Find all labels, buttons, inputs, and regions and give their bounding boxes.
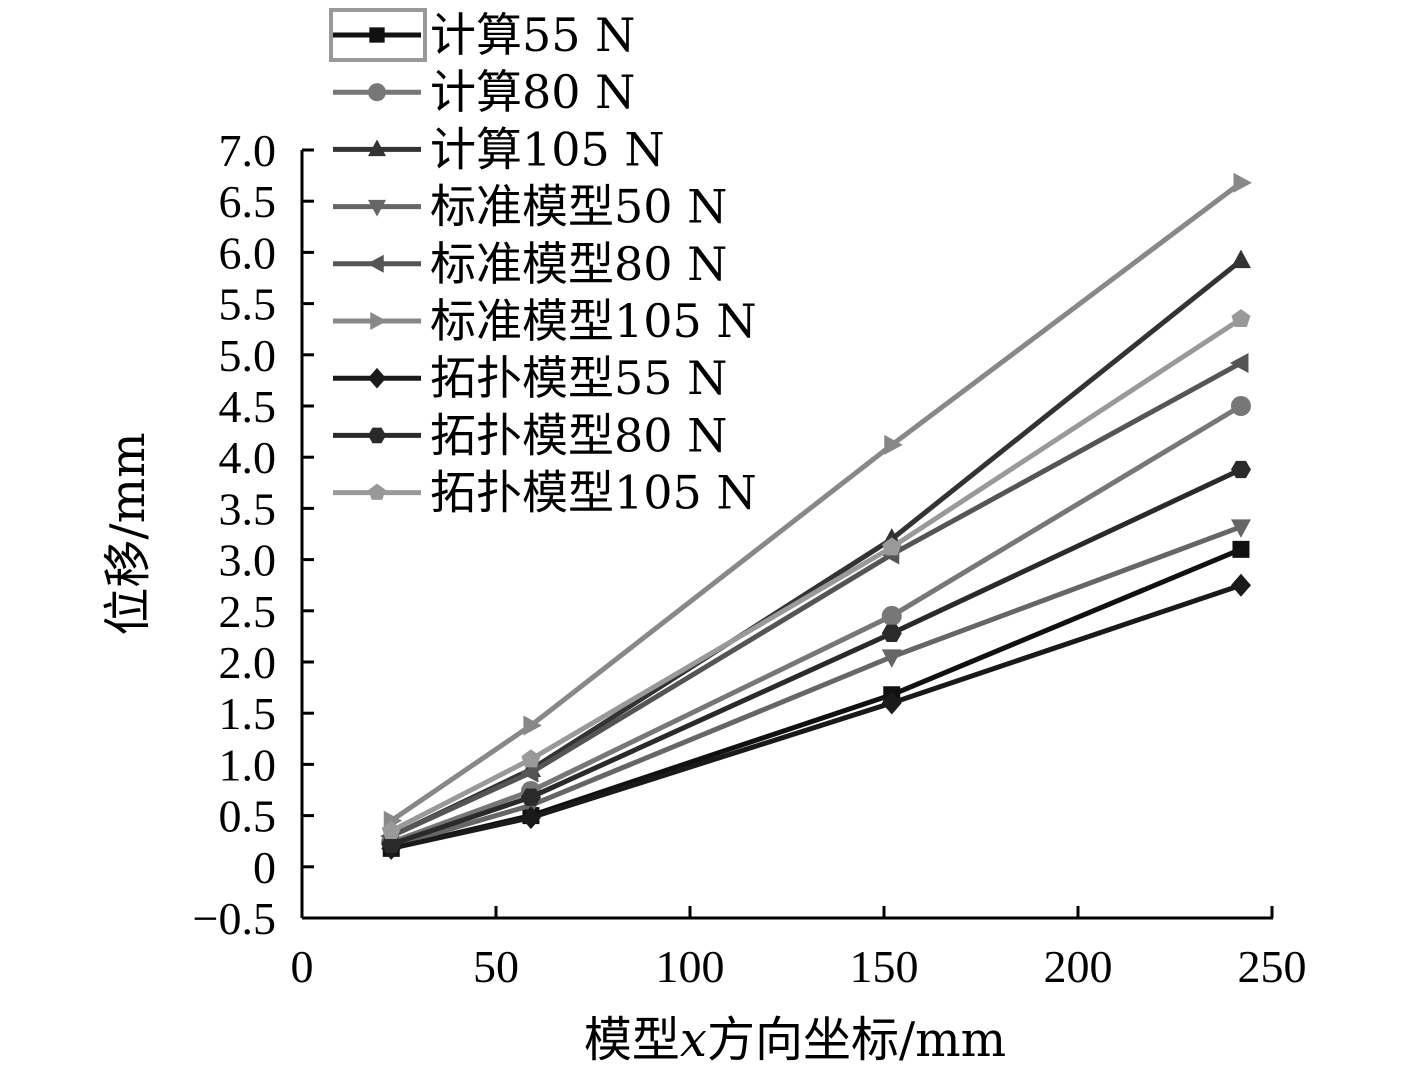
legend-selection-box — [329, 8, 427, 62]
x-tick-label: 150 — [850, 941, 919, 992]
data-point-marker — [381, 835, 402, 853]
data-point-marker — [1230, 396, 1251, 416]
legend-item: 标准模型105 N — [333, 294, 757, 348]
data-point-marker — [881, 605, 902, 626]
legend-item: 拓扑模型55 N — [333, 351, 727, 405]
legend-label: 标准模型50 N — [430, 180, 727, 234]
legend-label: 计算55 N — [430, 8, 635, 62]
data-point-marker — [1232, 540, 1250, 558]
data-point-marker — [1229, 352, 1249, 373]
y-tick-label: 2.0 — [219, 637, 277, 688]
legend-label: 拓扑模型55 N — [430, 351, 727, 405]
series-line — [390, 403, 1243, 845]
data-point-marker — [368, 199, 386, 217]
data-point-marker — [1233, 172, 1252, 193]
data-point-marker — [1231, 308, 1251, 328]
data-point-marker — [368, 139, 386, 157]
y-tick-label: 7.0 — [219, 125, 277, 176]
y-tick-label: 2.5 — [219, 586, 277, 637]
data-point-marker — [370, 312, 387, 330]
x-axis-title: 模型x方向坐标/mm — [584, 1012, 1006, 1068]
data-point-marker — [369, 27, 385, 43]
y-tick-label: 5.5 — [219, 279, 277, 330]
y-tick-label: −0.5 — [193, 893, 276, 944]
legend-label: 标准模型105 N — [430, 294, 757, 348]
data-point-marker — [368, 83, 386, 102]
data-point-marker — [368, 367, 386, 389]
data-point-marker — [520, 788, 541, 806]
legend-label: 标准模型80 N — [430, 237, 727, 291]
x-axis-title-part: 方向坐标/mm — [707, 1012, 1006, 1068]
y-tick-label: 1.5 — [219, 688, 277, 739]
data-point-marker — [368, 427, 386, 444]
y-tick-label: 0 — [253, 842, 276, 893]
legend-label: 计算80 N — [430, 65, 635, 119]
data-point-marker — [1230, 460, 1251, 479]
x-tick-label: 200 — [1044, 941, 1113, 992]
data-point-marker — [368, 483, 386, 500]
x-tick-label: 100 — [656, 941, 725, 992]
data-point-marker — [1230, 573, 1251, 597]
data-point-marker — [1230, 519, 1251, 538]
data-point-marker — [519, 762, 539, 783]
x-axis-title-part: 模型 — [584, 1012, 680, 1068]
data-point-marker — [881, 624, 902, 642]
series-line — [390, 360, 1243, 839]
legend-item: 计算105 N — [333, 122, 665, 176]
data-point-marker — [381, 820, 401, 840]
series-line — [390, 467, 1243, 847]
x-axis-title-variable: x — [680, 1012, 707, 1068]
series-line — [390, 316, 1243, 834]
y-tick-label: 4.5 — [219, 381, 277, 432]
legend-item: 标准模型50 N — [333, 180, 727, 234]
y-tick-label: 5.0 — [219, 330, 277, 381]
x-tick-label: 250 — [1238, 941, 1307, 992]
legend-label: 拓扑模型80 N — [430, 408, 727, 462]
x-tick-label: 0 — [291, 941, 314, 992]
y-tick-label: 3.5 — [219, 483, 277, 534]
data-point-marker — [523, 715, 542, 736]
x-ticks: 0 50 100 150 200 250 — [291, 906, 1307, 992]
legend-item: 拓扑模型80 N — [333, 408, 727, 462]
series-line — [389, 180, 1243, 823]
data-point-marker — [521, 749, 541, 768]
series — [381, 460, 1251, 853]
y-tick-label: 6.0 — [219, 227, 277, 278]
data-point-marker — [520, 806, 541, 830]
y-tick-label: 6.5 — [219, 176, 277, 227]
series-line — [390, 582, 1242, 851]
data-point-marker — [881, 691, 902, 715]
y-ticks: −0.500.51.01.52.02.53.03.54.04.55.05.56.… — [193, 125, 314, 944]
legend-item: 拓扑模型105 N — [333, 466, 757, 520]
series-line — [390, 524, 1242, 849]
y-tick-label: 0.5 — [219, 791, 277, 842]
y-tick-label: 1.0 — [219, 739, 277, 790]
legend-label: 计算105 N — [430, 122, 665, 176]
data-point-marker — [1230, 249, 1251, 269]
series — [381, 573, 1251, 860]
legend-item: 计算55 N — [333, 8, 635, 62]
axes — [300, 150, 1273, 920]
legend-item: 计算80 N — [333, 65, 635, 119]
data-point-marker — [881, 649, 902, 668]
x-tick-label: 50 — [473, 941, 519, 992]
plot-area — [380, 172, 1252, 860]
y-axis-title: 位移/mm — [100, 432, 156, 635]
y-tick-label: 3.0 — [219, 535, 277, 586]
y-tick-label: 4.0 — [219, 432, 277, 483]
legend-item: 标准模型80 N — [333, 237, 727, 291]
series — [381, 519, 1251, 858]
legend-label: 拓扑模型105 N — [430, 466, 757, 520]
series — [381, 308, 1251, 840]
data-point-marker — [367, 254, 384, 273]
data-point-marker — [884, 434, 903, 455]
data-point-marker — [882, 537, 902, 556]
